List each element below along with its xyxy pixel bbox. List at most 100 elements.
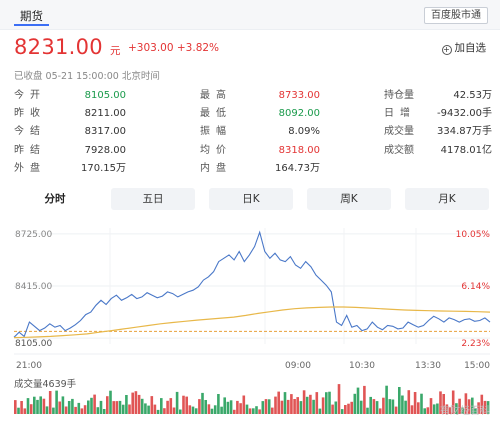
volume-bar xyxy=(201,392,204,414)
y-tick-right: 2.23% xyxy=(461,339,490,349)
volume-bar xyxy=(417,402,420,414)
stat-value: -9432.00手 xyxy=(437,108,492,120)
volume-bar xyxy=(264,399,268,414)
volume-bar xyxy=(207,404,211,414)
stat-value: 170.15万 xyxy=(81,162,126,174)
volume-bar xyxy=(353,393,357,414)
volume-bar xyxy=(163,408,166,414)
volume-bar xyxy=(48,391,52,414)
volume-bar xyxy=(217,394,220,414)
y-tick-right: 10.05% xyxy=(456,230,491,240)
volume-bar xyxy=(204,400,207,414)
y-tick-left: 8415.00 xyxy=(15,282,52,292)
tab-weekly-k[interactable]: 周K xyxy=(307,188,391,210)
volume-bar xyxy=(112,401,115,414)
volume-bar xyxy=(83,405,87,414)
stat-value: 8318.00 xyxy=(278,144,320,156)
volume-bar xyxy=(258,409,261,414)
tab-intraday[interactable]: 分时 xyxy=(13,188,97,210)
volume-bar xyxy=(366,407,369,414)
watermark-text: 有财经百科 xyxy=(440,406,490,417)
add-watchlist-button[interactable]: + 加自选 xyxy=(441,40,487,55)
stat-label: 昨结 xyxy=(14,144,46,156)
volume-bar xyxy=(172,407,176,414)
intraday-chart: 8725.00 8415.00 8105.00 10.05% 6.14% 2.23% 21:… xyxy=(13,228,491,414)
market-status: 已收盘 05-21 15:00:00 北京时间 xyxy=(14,71,160,82)
stat-value: 164.73万 xyxy=(275,162,320,174)
tab-futures[interactable]: 期货 xyxy=(14,6,49,26)
plus-circle-icon: + xyxy=(441,45,452,55)
stat-row: 外盘 170.15万 内盘 164.73万 xyxy=(14,160,492,178)
stat-value: 8317.00 xyxy=(84,126,126,138)
volume-bar xyxy=(242,395,246,414)
stat-label: 日增 xyxy=(384,108,416,120)
volume-bar xyxy=(356,387,360,414)
volume-bar xyxy=(115,401,119,414)
volume-bar xyxy=(404,400,407,414)
volume-bar xyxy=(318,408,322,414)
volume-bar xyxy=(464,393,468,414)
volume-bar xyxy=(426,407,430,414)
tab-five-day[interactable]: 五日 xyxy=(111,188,195,210)
volume-bar xyxy=(109,390,112,414)
volume-bar xyxy=(220,406,223,414)
volume-bar xyxy=(166,400,169,414)
volume-bar xyxy=(420,393,423,414)
volume-bar xyxy=(486,401,490,414)
stat-row: 今结 8317.00 振幅 8.09% 成交量 334.87万手 xyxy=(14,123,492,141)
volume-bar xyxy=(344,405,347,414)
volume-bar xyxy=(191,406,195,414)
tab-daily-k[interactable]: 日K xyxy=(209,188,293,210)
volume-bar xyxy=(106,396,109,414)
volume-bar xyxy=(455,403,458,414)
volume-bar xyxy=(385,385,388,414)
x-tick: 10:30 xyxy=(349,361,375,371)
volume-bar xyxy=(26,398,30,414)
volume-bar xyxy=(61,396,65,414)
volume-bar xyxy=(185,396,188,414)
stat-label: 最高 xyxy=(200,90,232,101)
volume-bar xyxy=(87,400,90,414)
y-tick-left: 8105.00 xyxy=(15,339,52,349)
volume-bar xyxy=(17,407,20,414)
volume-bar xyxy=(194,408,198,414)
volume-bar xyxy=(229,400,233,414)
volume-bar xyxy=(55,390,58,414)
volume-bar xyxy=(340,409,344,414)
volume-bar xyxy=(144,403,147,414)
volume-bar xyxy=(331,404,334,414)
volume-bar xyxy=(283,392,287,414)
volume-bar xyxy=(226,401,230,414)
stat-label: 振幅 xyxy=(200,126,232,138)
volume-bar xyxy=(350,401,353,414)
tab-monthly-k[interactable]: 月K xyxy=(405,188,489,210)
stat-row: 昨结 7928.00 均价 8318.00 成交额 4178.01亿 xyxy=(14,142,492,160)
volume-bar xyxy=(315,392,319,414)
volume-bar xyxy=(160,398,163,414)
volume-bar xyxy=(280,400,284,414)
volume-bar xyxy=(394,406,398,414)
volume-bar xyxy=(337,384,341,414)
volume-bar xyxy=(74,406,77,414)
volume-bar xyxy=(290,394,293,414)
volume-bar xyxy=(483,400,487,414)
stat-label: 外盘 xyxy=(14,162,46,174)
volume-bar xyxy=(274,396,277,414)
volume-bar xyxy=(93,394,96,414)
stat-value: 4178.01亿 xyxy=(440,144,492,156)
volume-bar xyxy=(45,406,49,414)
volume-bar xyxy=(102,409,106,414)
stat-value: 42.53万 xyxy=(453,90,492,101)
volume-bar xyxy=(169,398,173,414)
baidu-stock-button[interactable]: 百度股市通 xyxy=(424,7,488,24)
volume-bar xyxy=(29,404,33,414)
stat-value: 8105.00 xyxy=(84,90,126,101)
add-watchlist-label: 加自选 xyxy=(454,42,487,54)
volume-bar xyxy=(302,390,306,414)
volume-bar xyxy=(309,394,312,414)
volume-bar xyxy=(77,402,81,414)
stat-value: 8092.00 xyxy=(278,108,320,120)
volume-bar xyxy=(458,398,461,414)
volume-bar xyxy=(286,399,290,414)
volume-bar xyxy=(296,397,299,414)
